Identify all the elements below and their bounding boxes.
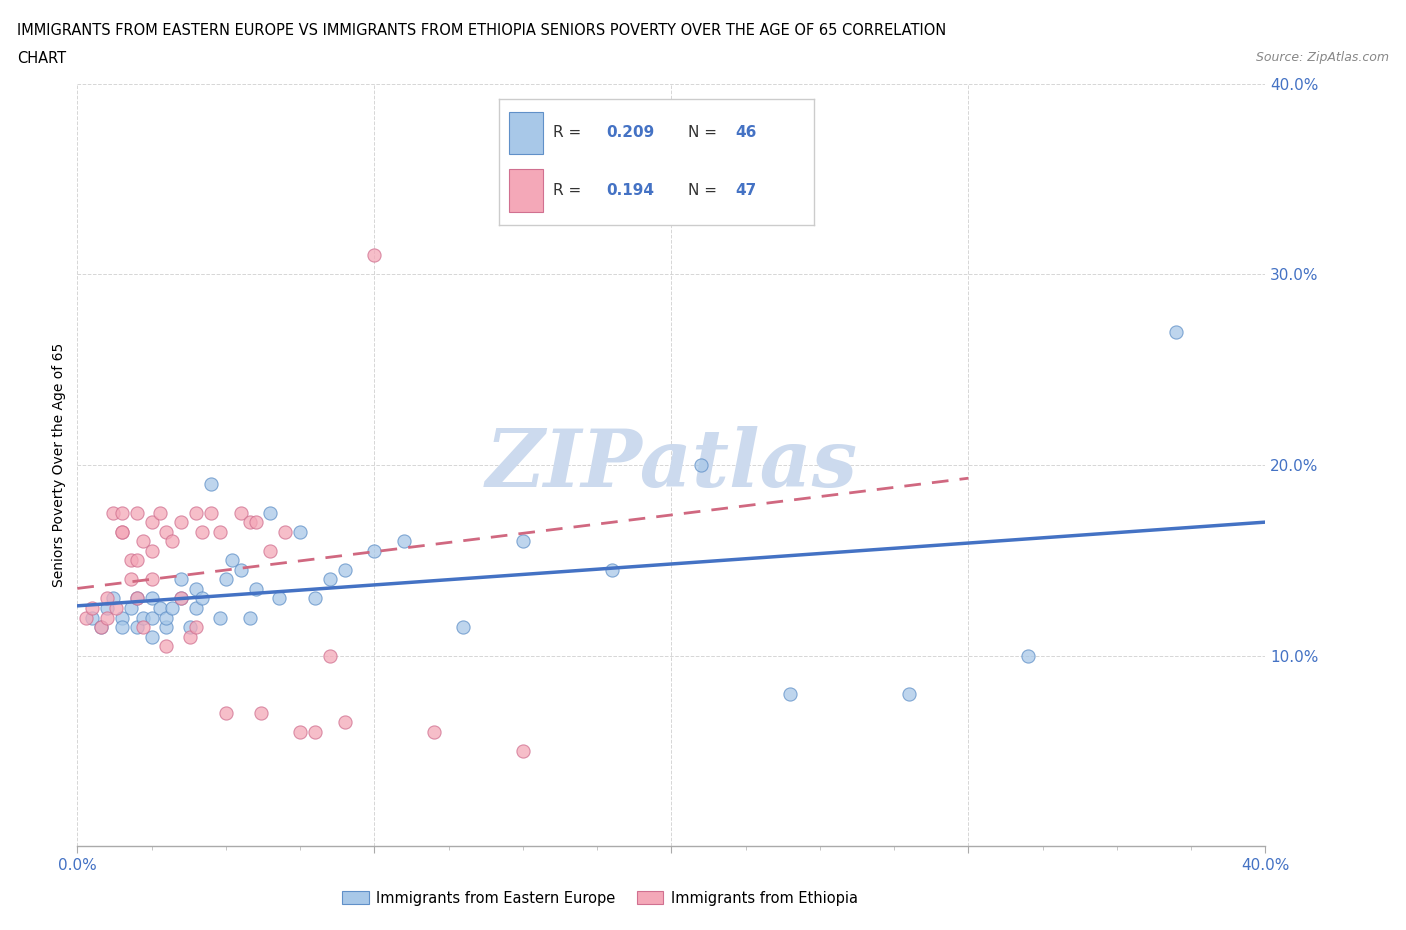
Point [125,591,148,606]
Point [141,515,163,530]
Point [125,553,148,568]
Point [269,591,291,606]
Point [319,648,342,663]
Point [141,630,163,644]
Point [259,543,281,558]
Point [162,601,184,616]
Text: CHART: CHART [17,51,66,66]
Point [186,619,208,634]
Point [111,619,134,634]
Point [208,610,231,625]
Point [215,705,238,720]
Point [245,515,267,530]
Point [162,534,184,549]
Point [200,505,222,520]
Point [898,686,921,701]
Y-axis label: Seniors Poverty Over the Age of 65: Seniors Poverty Over the Age of 65 [52,343,66,587]
Point [191,525,214,539]
Point [239,515,262,530]
Point [111,505,134,520]
Text: ZIPatlas: ZIPatlas [485,426,858,504]
Point [512,534,534,549]
Text: Source: ZipAtlas.com: Source: ZipAtlas.com [1256,51,1389,64]
Point [90,619,112,634]
Point [125,619,148,634]
Text: IMMIGRANTS FROM EASTERN EUROPE VS IMMIGRANTS FROM ETHIOPIA SENIORS POVERTY OVER : IMMIGRANTS FROM EASTERN EUROPE VS IMMIGR… [17,23,946,38]
Point [186,505,208,520]
Point [191,591,214,606]
Point [120,553,142,568]
Point [101,591,124,606]
Point [288,525,311,539]
Point [141,543,163,558]
Point [215,572,238,587]
Point [333,715,356,730]
Point [155,639,177,654]
Point [779,686,801,701]
Point [82,610,104,625]
Point [82,601,104,616]
Point [170,515,193,530]
Point [229,563,252,578]
Point [104,601,127,616]
Point [363,248,385,263]
Point [186,601,208,616]
Point [120,601,142,616]
Point [170,591,193,606]
Point [1017,648,1039,663]
Point [259,505,281,520]
Point [392,534,415,549]
Point [149,505,172,520]
Point [170,591,193,606]
Point [90,619,112,634]
Point [155,610,177,625]
Point [1166,325,1188,339]
Point [96,591,118,606]
Point [125,591,148,606]
Point [101,505,124,520]
Point [333,563,356,578]
Point [75,610,97,625]
Point [208,525,231,539]
Point [229,505,252,520]
Point [111,525,134,539]
Point [170,572,193,587]
Legend: Immigrants from Eastern Europe, Immigrants from Ethiopia: Immigrants from Eastern Europe, Immigran… [336,884,863,911]
Point [96,601,118,616]
Point [319,572,342,587]
Point [304,724,326,739]
Point [141,591,163,606]
Point [96,610,118,625]
Point [131,610,153,625]
Point [179,630,201,644]
Point [363,543,385,558]
Point [111,610,134,625]
Point [125,505,148,520]
Point [690,458,713,472]
Point [304,591,326,606]
Point [186,581,208,596]
Point [200,477,222,492]
Point [250,705,273,720]
Point [155,525,177,539]
Point [155,619,177,634]
Point [120,572,142,587]
Point [149,601,172,616]
Point [221,553,243,568]
Point [600,143,623,158]
Point [131,619,153,634]
Point [141,610,163,625]
Point [288,724,311,739]
Point [600,563,623,578]
Point [422,724,444,739]
Point [245,581,267,596]
Point [111,525,134,539]
Point [239,610,262,625]
Point [274,525,297,539]
Point [131,534,153,549]
Point [179,619,201,634]
Point [453,619,475,634]
Point [512,744,534,759]
Point [141,572,163,587]
